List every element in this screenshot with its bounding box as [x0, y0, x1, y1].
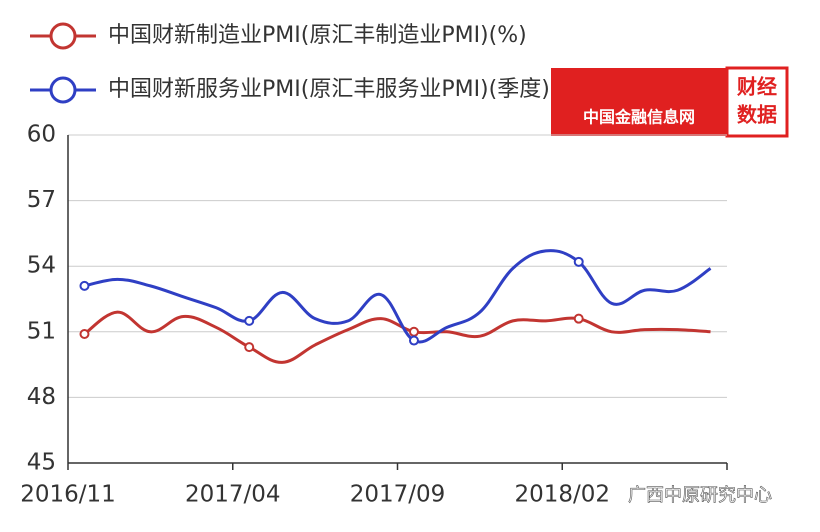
- x-tick-label: 2017/09: [350, 482, 446, 508]
- point: [573, 313, 584, 324]
- y-tick-label: 60: [27, 122, 56, 148]
- series-line: [84, 249, 712, 344]
- point: [79, 328, 90, 339]
- legend-label: 中国财新服务业PMI(原汇丰服务业PMI)(季度)(%): [108, 77, 588, 102]
- point: [408, 326, 419, 337]
- legend-marker: [49, 22, 77, 50]
- y-tick-label: 54: [27, 253, 56, 279]
- y-tick-label: 51: [27, 318, 56, 344]
- point: [79, 280, 90, 291]
- x-tick-label: 2017/04: [185, 482, 281, 508]
- y-tick-label: 45: [27, 450, 56, 476]
- x-tick-label: 2016/11: [20, 482, 116, 508]
- y-tick-label: 48: [27, 384, 56, 410]
- point: [408, 335, 419, 346]
- watermark: 广西中原研究中心: [628, 485, 772, 506]
- watermark: 中国金融信息网: [583, 108, 695, 127]
- logo-box: [725, 66, 789, 138]
- x-tick-label: 2018/02: [514, 482, 610, 508]
- point: [244, 315, 255, 326]
- logo-box: [551, 68, 727, 136]
- watermark: 财经: [737, 75, 777, 99]
- y-tick-label: 57: [27, 187, 56, 213]
- legend-label: 中国财新制造业PMI(原汇丰制造业PMI)(%): [108, 23, 527, 48]
- logo: 财经 数据 中国金融信息网: [551, 66, 789, 138]
- point: [573, 256, 584, 267]
- legend-marker: [49, 76, 77, 104]
- point: [244, 342, 255, 353]
- watermark: 数据: [737, 103, 777, 127]
- series-line: [83, 310, 711, 364]
